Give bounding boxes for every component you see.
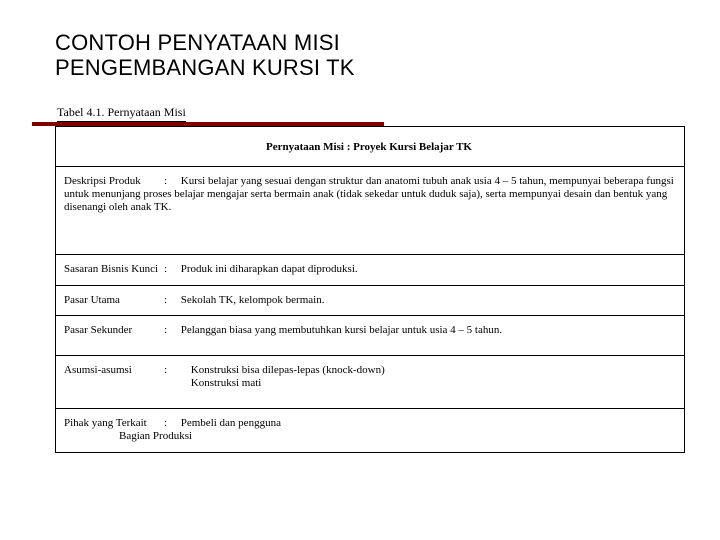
row-label: Pasar Utama xyxy=(64,294,164,307)
pasar-utama-cell: Pasar Utama: Sekolah TK, kelompok bermai… xyxy=(56,285,685,315)
mission-table: Pernyataan Misi : Proyek Kursi Belajar T… xyxy=(55,126,685,453)
row-value: Sekolah TK, kelompok bermain. xyxy=(181,294,661,307)
colon: : xyxy=(164,263,178,276)
table-caption-wrap: Tabel 4.1. Pernyataan Misi xyxy=(55,103,685,126)
row-label: Asumsi-asumsi xyxy=(64,364,164,377)
table-row: Sasaran Bisnis Kunci: Produk ini diharap… xyxy=(56,255,685,285)
sasaran-cell: Sasaran Bisnis Kunci: Produk ini diharap… xyxy=(56,255,685,285)
table-row: Asumsi-asumsi: Konstruksi bisa dilepas-l… xyxy=(56,355,685,408)
table-header-row: Pernyataan Misi : Proyek Kursi Belajar T… xyxy=(56,126,685,166)
slide-page: CONTOH PENYATAAN MISI PENGEMBANGAN KURSI… xyxy=(0,0,720,473)
pihak-cell: Pihak yang Terkait: Pembeli dan pengguna… xyxy=(56,409,685,452)
table-row: Pasar Sekunder: Pelanggan biasa yang mem… xyxy=(56,315,685,355)
asumsi-values: Konstruksi bisa dilepas-lepas (knock-dow… xyxy=(181,364,661,390)
table-caption: Tabel 4.1. Pernyataan Misi xyxy=(57,105,186,122)
table-row: Pihak yang Terkait: Pembeli dan pengguna… xyxy=(56,409,685,452)
colon: : xyxy=(164,175,178,188)
colon: : xyxy=(164,294,178,307)
table-row: Pasar Utama: Sekolah TK, kelompok bermai… xyxy=(56,285,685,315)
pasar-sekunder-cell: Pasar Sekunder: Pelanggan biasa yang mem… xyxy=(56,315,685,355)
title-line-2: PENGEMBANGAN KURSI TK xyxy=(55,55,355,80)
row-sublabel: Bagian Produksi xyxy=(119,430,674,443)
row-label: Deskripsi Produk xyxy=(64,175,164,188)
page-title: CONTOH PENYATAAN MISI PENGEMBANGAN KURSI… xyxy=(55,30,685,81)
colon: : xyxy=(164,324,178,337)
asumsi-cell: Asumsi-asumsi: Konstruksi bisa dilepas-l… xyxy=(56,355,685,408)
table-header-cell: Pernyataan Misi : Proyek Kursi Belajar T… xyxy=(56,126,685,166)
asumsi-value-2: Konstruksi mati xyxy=(191,377,262,389)
row-value: Produk ini diharapkan dapat diproduksi. xyxy=(181,263,661,276)
row-label: Sasaran Bisnis Kunci xyxy=(64,263,164,276)
colon: : xyxy=(164,417,178,430)
row-value: Pelanggan biasa yang membutuhkan kursi b… xyxy=(181,324,661,337)
row-value: Pembeli dan pengguna xyxy=(181,417,661,430)
table-row: Deskripsi Produk: Kursi belajar yang ses… xyxy=(56,166,685,255)
asumsi-value-1: Konstruksi bisa dilepas-lepas (knock-dow… xyxy=(191,364,385,376)
deskripsi-cell: Deskripsi Produk: Kursi belajar yang ses… xyxy=(56,166,685,255)
title-line-1: CONTOH PENYATAAN MISI xyxy=(55,30,340,55)
row-label: Pasar Sekunder xyxy=(64,324,164,337)
accent-underline xyxy=(32,122,384,126)
row-label: Pihak yang Terkait xyxy=(64,417,164,430)
colon: : xyxy=(164,364,178,377)
